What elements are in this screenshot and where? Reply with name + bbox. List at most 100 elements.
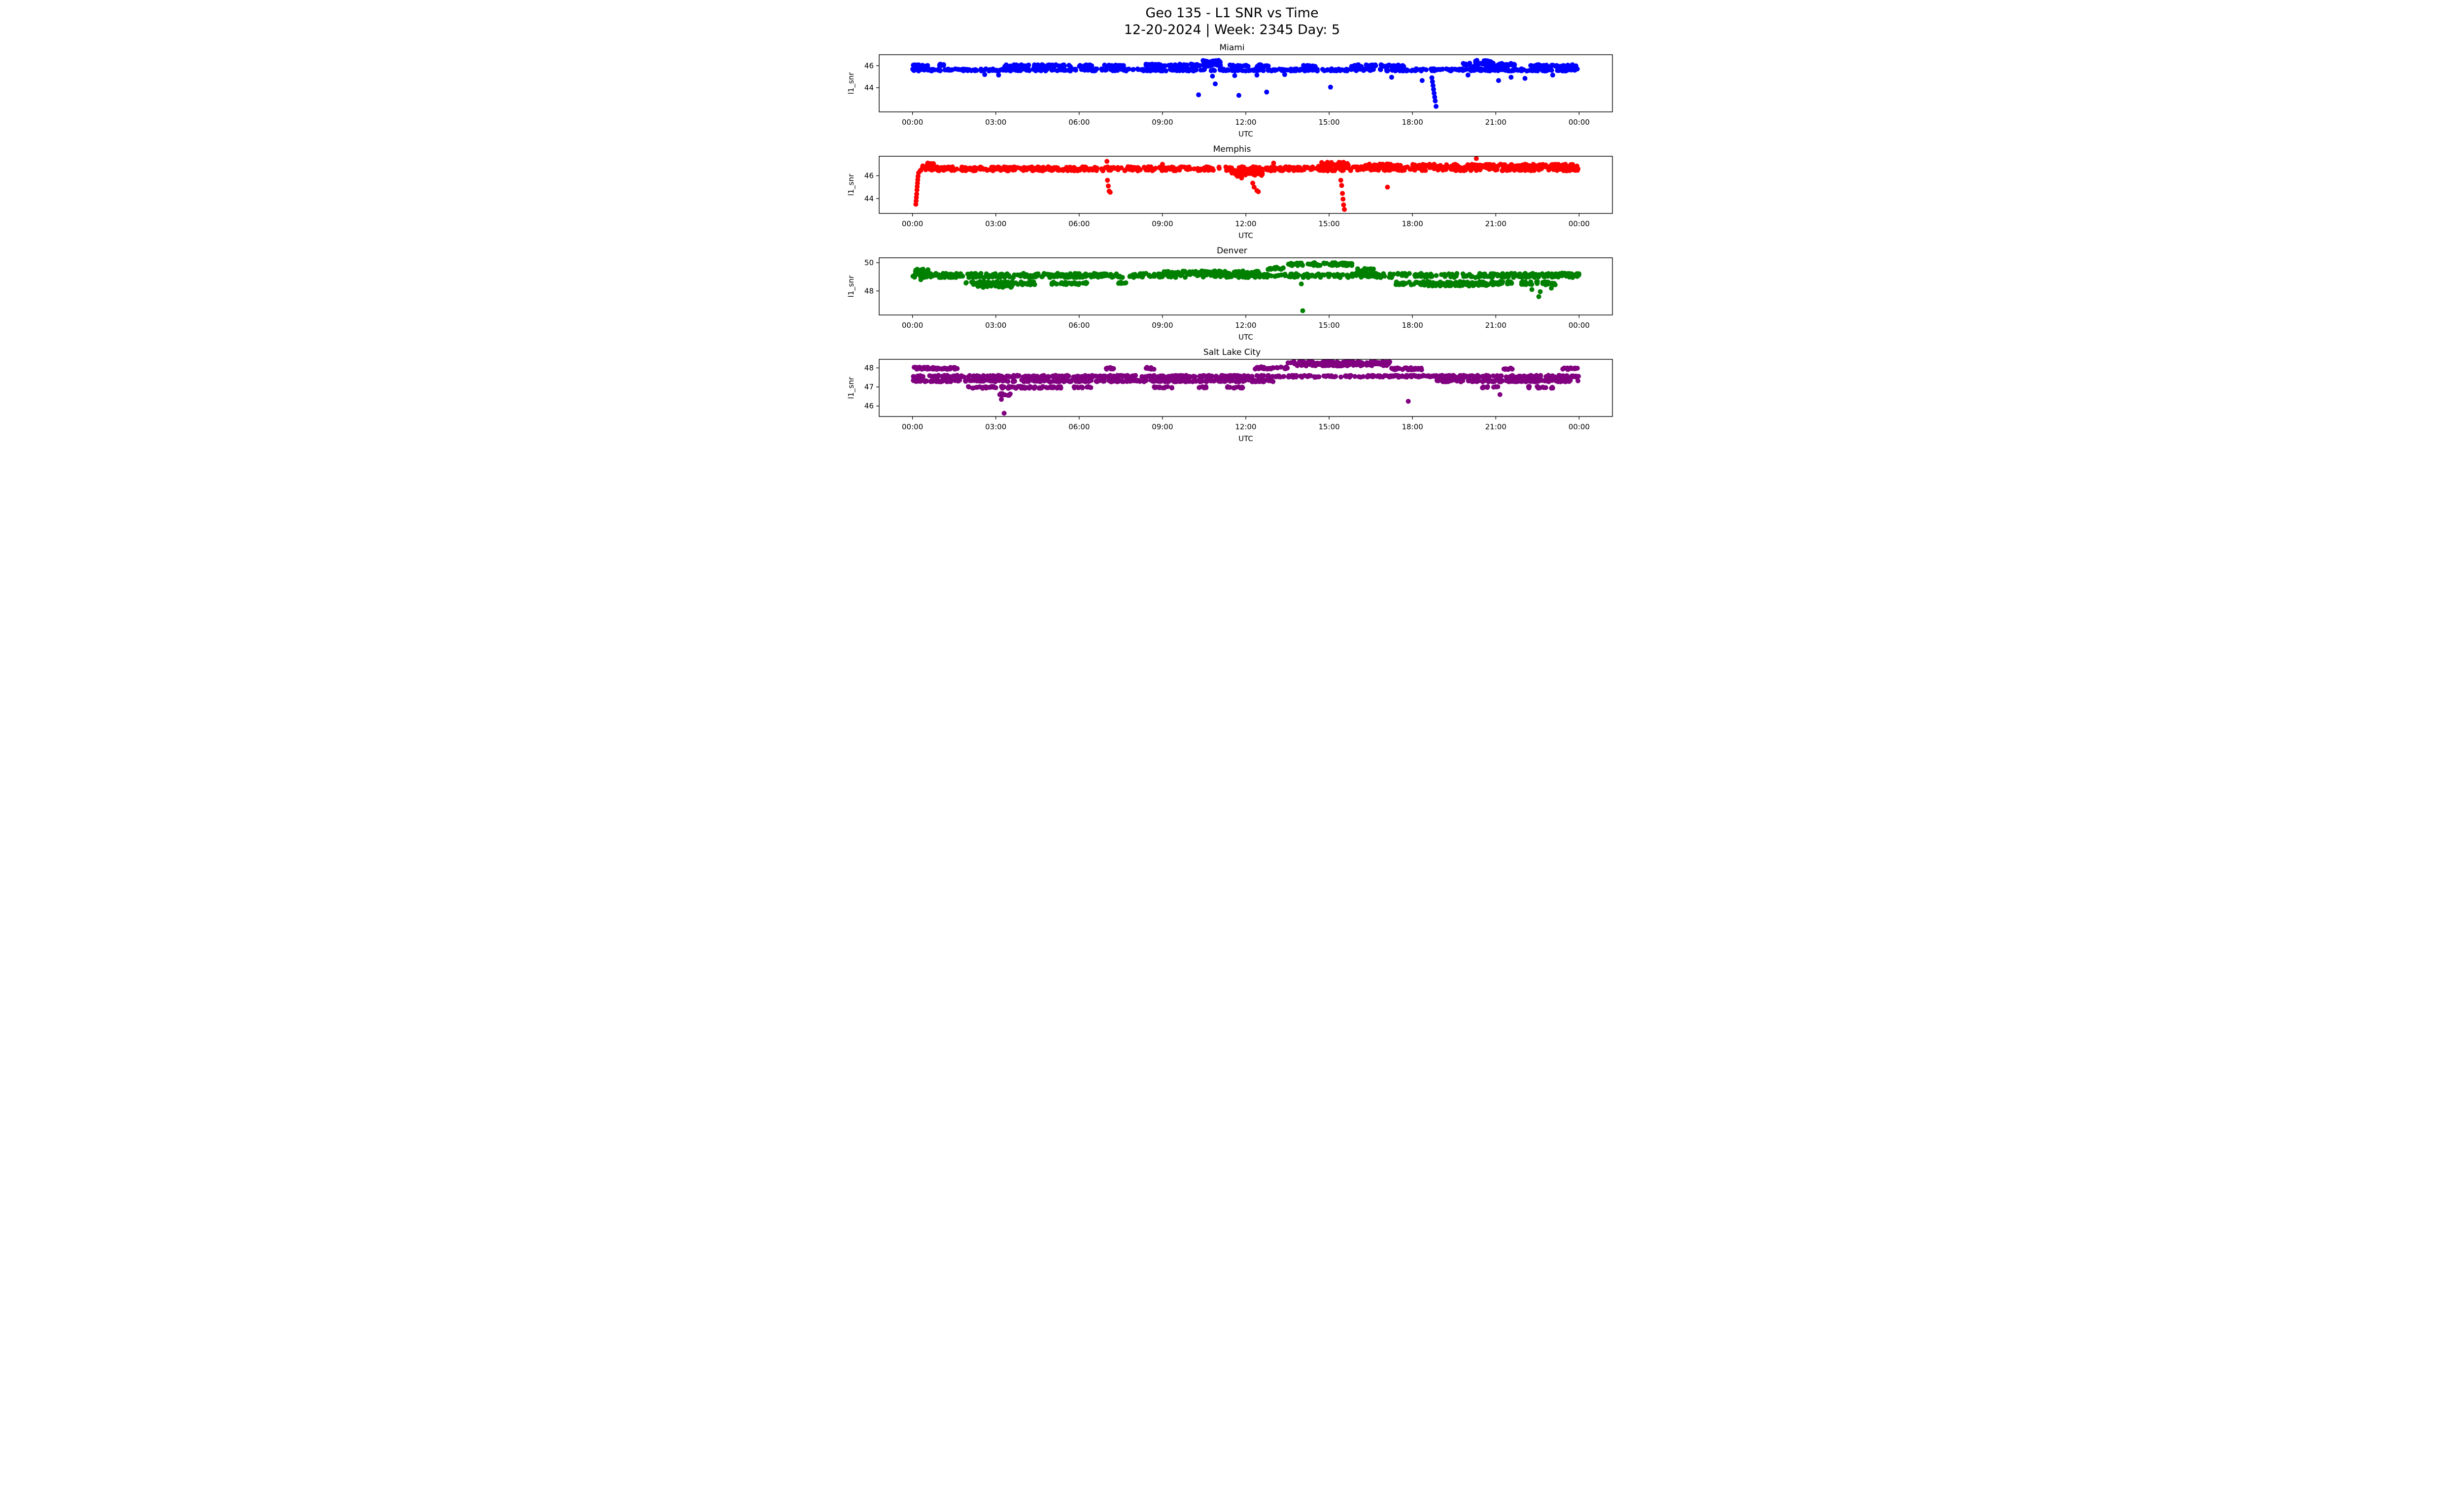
data-point [1200,384,1206,389]
data-point [1506,379,1511,384]
data-point [1517,163,1523,168]
data-point [1148,377,1153,382]
data-point [1166,378,1172,383]
data-point [1405,398,1411,404]
data-point [1288,66,1294,71]
data-point [916,170,921,175]
data-point [1527,383,1532,389]
x-tick-label: 12:00 [1235,219,1256,228]
data-point [1480,373,1486,379]
data-point [1249,377,1254,382]
data-point [1116,63,1121,68]
data-point [1030,378,1035,383]
data-point [1524,162,1529,167]
data-point [1190,67,1195,72]
subplot-miami: Miami 44 46 00:00 03:00 06:00 09:00 12:00 15:00… [846,43,1618,140]
y-tick-label: 48 [864,286,874,295]
data-point [1212,378,1218,383]
data-point [1108,379,1114,384]
data-point [1106,62,1112,68]
data-point [1363,163,1368,168]
data-point [1442,373,1448,379]
data-point [932,373,938,379]
data-point [1356,359,1361,364]
data-point [948,365,953,370]
y-axis-label: l1_snr [847,71,856,94]
data-point [1115,274,1121,279]
data-point [1508,74,1514,80]
data-point [1129,373,1135,379]
data-point [1480,384,1486,389]
data-point [996,68,1002,73]
data-point [1344,262,1349,268]
data-point [1119,165,1124,170]
data-point [1564,373,1570,378]
x-tick-label: 15:00 [1318,219,1339,228]
data-point [1473,156,1479,161]
data-point [1389,74,1394,80]
data-point [1243,172,1248,177]
data-point [1286,261,1291,267]
data-point [1542,274,1548,279]
data-point [940,62,945,68]
x-tick-label: 06:00 [1068,321,1090,330]
data-point [1430,83,1436,88]
data-point [1102,62,1107,68]
data-point [1518,68,1523,73]
data-point [1397,281,1403,286]
data-point [1315,263,1320,268]
data-point [1427,165,1433,170]
data-point [1231,62,1235,68]
data-point [1429,75,1435,80]
data-point [1339,182,1344,188]
data-point [1008,284,1014,290]
data-point [1051,378,1057,383]
data-point [1228,378,1233,383]
data-point [925,364,930,370]
data-point [1487,68,1493,73]
data-point [1530,68,1535,73]
data-point [1465,72,1471,77]
data-point [1425,281,1431,287]
data-point [1077,378,1083,382]
data-point [1232,271,1237,277]
data-point [1072,279,1077,285]
data-point [1122,168,1128,173]
data-point [1287,374,1292,379]
data-point [928,68,933,73]
data-point [925,160,930,166]
data-point [1000,385,1005,390]
data-point [1453,162,1458,167]
data-point [1266,272,1272,278]
axes-border [879,257,1613,315]
data-point [978,283,984,288]
data-point [1569,63,1574,68]
y-tick-label: 48 [864,363,874,372]
data-point [1164,269,1169,274]
data-point [1563,378,1569,383]
data-point [1461,61,1466,66]
data-point [1217,67,1223,72]
figure: Geo 135 - L1 SNR vs Time 12-20-2024 | We… [846,0,1618,445]
data-point [1122,280,1127,285]
data-point [1335,272,1340,277]
data-point [1575,378,1580,383]
data-point [1027,282,1033,287]
data-point [983,66,989,71]
data-point [1061,64,1066,69]
x-tick-label: 18:00 [1402,118,1423,127]
data-point [1355,266,1360,271]
data-point [1032,384,1038,390]
data-point [1071,384,1077,389]
x-tick-label: 18:00 [1402,321,1423,330]
data-point [1107,365,1113,370]
x-tick-label: 00:00 [902,321,923,330]
data-point [1023,373,1028,379]
data-point [1365,361,1369,366]
data-point [1511,163,1516,169]
data-point [1213,373,1219,379]
data-point [1099,166,1104,171]
data-point [1387,273,1393,278]
data-point [1080,385,1085,390]
data-point [1074,374,1080,379]
